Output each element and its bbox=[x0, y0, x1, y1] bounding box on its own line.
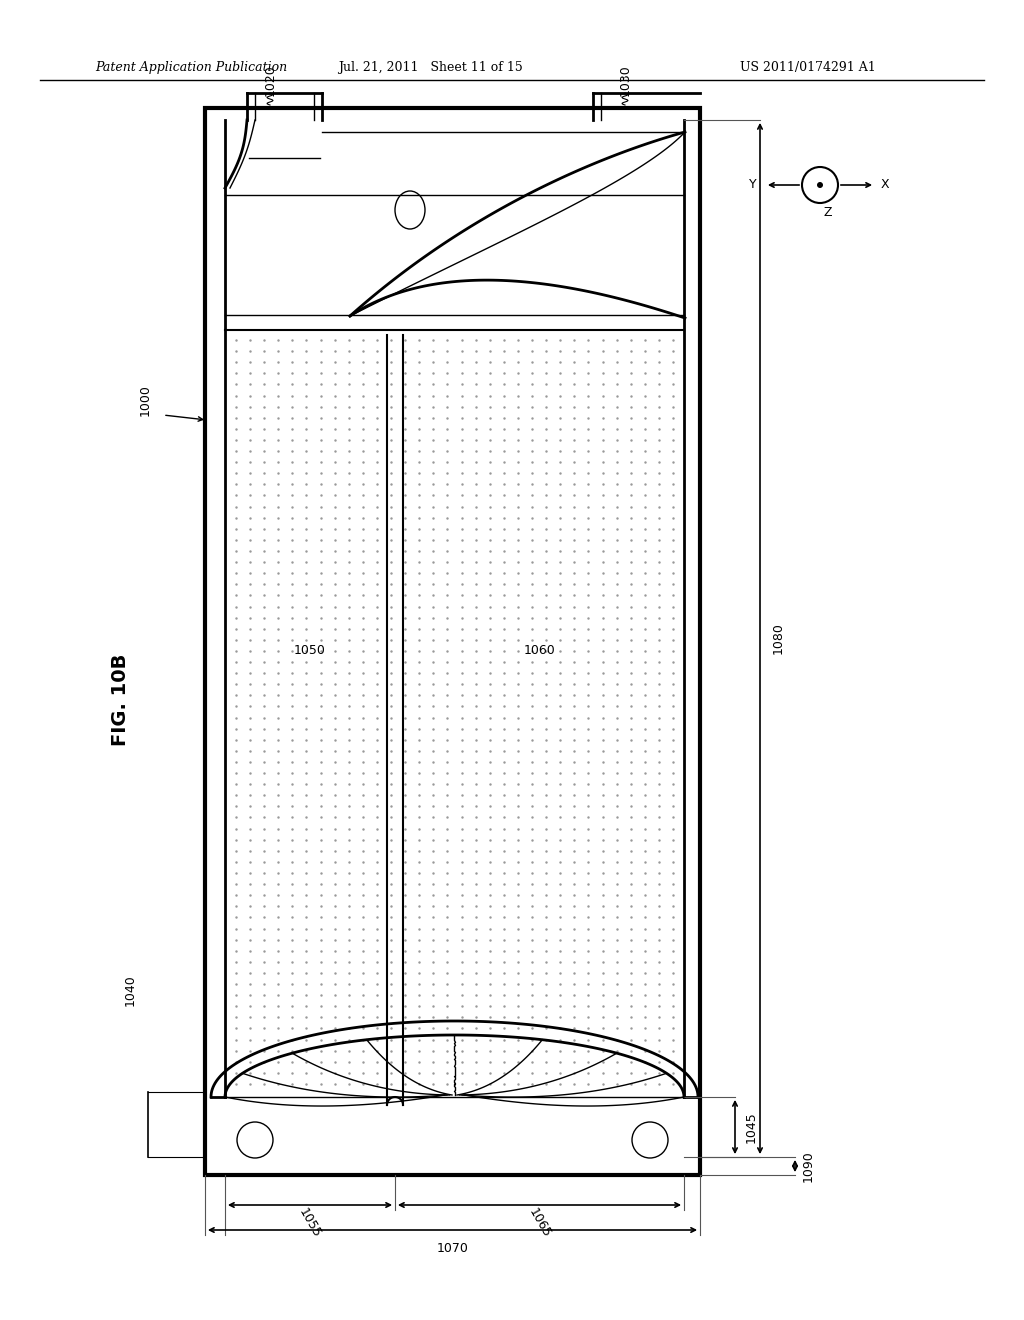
Text: FIG. 10B: FIG. 10B bbox=[111, 653, 129, 746]
Text: 1050: 1050 bbox=[294, 644, 326, 656]
Text: US 2011/0174291 A1: US 2011/0174291 A1 bbox=[740, 62, 876, 74]
Bar bbox=[205, 108, 700, 1175]
Text: 1065: 1065 bbox=[526, 1206, 553, 1239]
Text: 1070: 1070 bbox=[436, 1242, 468, 1254]
Text: 1040: 1040 bbox=[124, 974, 136, 1006]
Text: 1030: 1030 bbox=[618, 65, 632, 96]
Text: 1060: 1060 bbox=[524, 644, 556, 656]
Circle shape bbox=[817, 182, 823, 187]
Text: Jul. 21, 2011   Sheet 11 of 15: Jul. 21, 2011 Sheet 11 of 15 bbox=[338, 62, 522, 74]
Text: Y: Y bbox=[750, 178, 757, 191]
Text: 1045: 1045 bbox=[744, 1111, 758, 1143]
Text: X: X bbox=[881, 178, 889, 191]
Text: 1020: 1020 bbox=[263, 65, 276, 96]
Text: 1080: 1080 bbox=[771, 623, 784, 655]
Text: 1090: 1090 bbox=[802, 1150, 814, 1181]
Text: 1000: 1000 bbox=[138, 384, 152, 416]
Text: Patent Application Publication: Patent Application Publication bbox=[95, 62, 287, 74]
Text: Z: Z bbox=[823, 206, 833, 219]
Text: 1055: 1055 bbox=[296, 1206, 324, 1239]
